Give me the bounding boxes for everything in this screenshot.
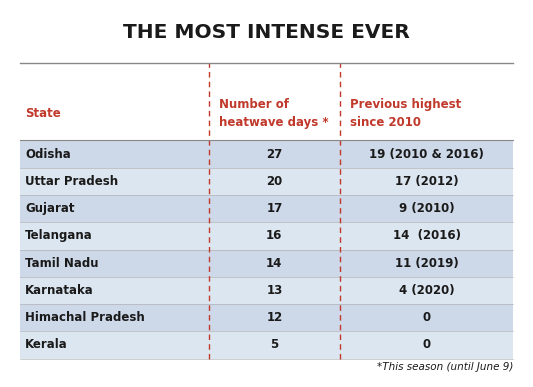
FancyBboxPatch shape	[20, 222, 513, 250]
Text: Kerala: Kerala	[25, 339, 68, 351]
Text: 16: 16	[266, 229, 282, 242]
Text: 11 (2019): 11 (2019)	[394, 257, 458, 270]
Text: 19 (2010 & 2016): 19 (2010 & 2016)	[369, 147, 484, 161]
Text: 0: 0	[423, 311, 431, 324]
Text: THE MOST INTENSE EVER: THE MOST INTENSE EVER	[123, 23, 410, 42]
FancyBboxPatch shape	[20, 331, 513, 359]
FancyBboxPatch shape	[20, 304, 513, 331]
Text: Himachal Pradesh: Himachal Pradesh	[25, 311, 145, 324]
Text: Karnataka: Karnataka	[25, 284, 94, 297]
FancyBboxPatch shape	[20, 277, 513, 304]
Text: 20: 20	[266, 175, 282, 188]
Text: *This season (until June 9): *This season (until June 9)	[377, 362, 513, 372]
FancyBboxPatch shape	[20, 140, 513, 168]
Text: Previous highest
since 2010: Previous highest since 2010	[350, 98, 462, 130]
Text: 14: 14	[266, 257, 282, 270]
FancyBboxPatch shape	[20, 168, 513, 195]
FancyBboxPatch shape	[20, 250, 513, 277]
Text: Telangana: Telangana	[25, 229, 93, 242]
Text: 0: 0	[423, 339, 431, 351]
Text: 9 (2010): 9 (2010)	[399, 202, 454, 215]
Text: State: State	[25, 108, 61, 120]
Text: 13: 13	[266, 284, 282, 297]
Text: 5: 5	[270, 339, 279, 351]
Text: Odisha: Odisha	[25, 147, 71, 161]
Text: 17 (2012): 17 (2012)	[395, 175, 458, 188]
Text: Tamil Nadu: Tamil Nadu	[25, 257, 99, 270]
Text: Gujarat: Gujarat	[25, 202, 75, 215]
Text: Uttar Pradesh: Uttar Pradesh	[25, 175, 118, 188]
Text: 27: 27	[266, 147, 282, 161]
Text: 14  (2016): 14 (2016)	[392, 229, 461, 242]
FancyBboxPatch shape	[20, 195, 513, 222]
Text: 4 (2020): 4 (2020)	[399, 284, 454, 297]
Text: 17: 17	[266, 202, 282, 215]
Text: Number of
heatwave days *: Number of heatwave days *	[219, 98, 329, 130]
Text: 12: 12	[266, 311, 282, 324]
